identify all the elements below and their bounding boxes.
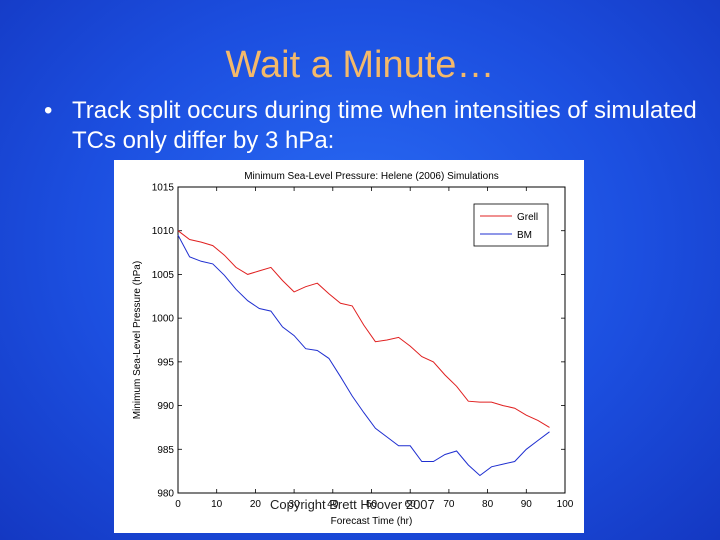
x-axis-label: Forecast Time (hr)	[331, 516, 413, 527]
bullet-symbol: •	[44, 97, 53, 124]
y-tick-label: 1005	[152, 270, 175, 281]
x-tick-label: 40	[327, 499, 339, 510]
y-tick-label: 995	[157, 357, 174, 368]
y-tick-label: 980	[157, 489, 174, 500]
pressure-line-chart: 0 10 20 30 40 50 60 70 80 90 100 980 985 990 995 1000 10…	[132, 171, 574, 527]
series-line-grell	[177, 230, 550, 428]
x-tick-label: 70	[443, 499, 455, 510]
y-tick-label: 1015	[152, 183, 175, 194]
legend: Grell BM	[473, 203, 549, 247]
y-tick-label: 1010	[152, 226, 175, 237]
tick-layer: 0 10 20 30 40 50 60 70 80 90 100 980 985 990 995 1000 10…	[152, 183, 574, 511]
slide-title: Wait a Minute…	[225, 44, 495, 86]
legend-label-grell: Grell	[517, 212, 538, 223]
x-tick-label: 60	[405, 499, 417, 510]
bullet-text: Track split occurs during time when inte…	[72, 97, 697, 154]
x-tick-label: 80	[482, 499, 494, 510]
series-line-bm	[177, 234, 550, 477]
x-tick-label: 90	[521, 499, 533, 510]
chart-panel: 0 10 20 30 40 50 60 70 80 90 100 980 985 990 995 1000 10…	[114, 160, 584, 533]
y-tick-label: 1000	[152, 314, 175, 325]
x-tick-label: 0	[175, 499, 181, 510]
copyright-notice: Copyright Brett Hoover 2007	[270, 497, 435, 512]
x-tick-label: 50	[366, 499, 378, 510]
x-tick-label: 100	[557, 499, 574, 510]
y-axis-label: Minimum Sea-Level Pressure (hPa)	[132, 261, 143, 419]
y-tick-label: 990	[157, 401, 174, 412]
x-tick-label: 30	[289, 499, 301, 510]
chart-title: Minimum Sea-Level Pressure: Helene (2006…	[244, 171, 499, 182]
legend-box	[473, 203, 549, 247]
y-tick-label: 985	[157, 445, 174, 456]
series-layer	[177, 230, 550, 477]
legend-label-bm: BM	[517, 230, 532, 241]
x-tick-label: 20	[250, 499, 262, 510]
x-tick-label: 10	[211, 499, 223, 510]
